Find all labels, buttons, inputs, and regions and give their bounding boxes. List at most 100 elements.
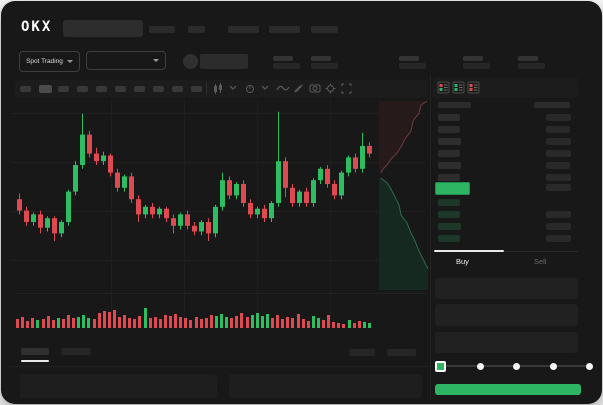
bid-row-size-3[interactable]	[546, 235, 571, 242]
ask-row-size-4[interactable]	[546, 162, 570, 169]
volume-bar-13	[82, 315, 86, 328]
volume-bar-49	[265, 314, 269, 328]
timeframe-button-1[interactable]	[39, 85, 52, 93]
bottom-action-1[interactable]	[387, 349, 416, 356]
volume-bar-65	[347, 320, 351, 328]
slider-stop-3[interactable]	[549, 363, 557, 370]
volume-bar-9	[61, 319, 65, 328]
ask-row-size-5[interactable]	[546, 174, 571, 181]
ask-row-size-0[interactable]	[546, 114, 571, 121]
bottom-action-0[interactable]	[349, 349, 375, 356]
volume-bar-52	[281, 319, 285, 328]
volume-bar-2	[26, 321, 30, 328]
volume-bar-39	[214, 316, 218, 328]
price-input[interactable]	[435, 278, 578, 299]
book-bids-only-icon[interactable]	[452, 81, 465, 94]
tab-buy[interactable]: Buy	[456, 257, 469, 266]
gridline-h-0	[11, 113, 425, 114]
amount-slider-handle[interactable]	[435, 361, 446, 372]
ask-row-size-1[interactable]	[546, 126, 570, 133]
ask-row-price-5[interactable]	[438, 174, 460, 181]
settings-icon[interactable]	[325, 83, 339, 96]
camera-icon[interactable]	[309, 83, 323, 96]
timeframe-button-2[interactable]	[58, 86, 69, 92]
volume-bar-68	[362, 322, 366, 328]
volume-bar-60	[322, 320, 325, 328]
timeframe-button-7[interactable]	[153, 86, 164, 92]
timeframe-button-0[interactable]	[20, 86, 31, 92]
chevron-down-icon	[66, 60, 73, 63]
bid-row-price-0[interactable]	[438, 199, 460, 206]
nav-item-1[interactable]	[188, 26, 205, 33]
timeframe-button-3[interactable]	[77, 86, 88, 92]
volume-bar-20	[118, 317, 121, 328]
slider-stop-1[interactable]	[476, 363, 484, 370]
timeframe-button-4[interactable]	[96, 86, 107, 92]
bid-row-size-1[interactable]	[546, 211, 571, 218]
slider-stop-2[interactable]	[513, 363, 520, 370]
interval-icon[interactable]	[244, 83, 258, 96]
volume-bar-47	[255, 313, 259, 328]
volume-bar-7	[51, 320, 55, 328]
volume-bar-32	[179, 317, 183, 328]
price-placeholder	[200, 54, 248, 69]
volume-bar-51	[276, 315, 280, 328]
volume-bar-55	[296, 314, 300, 328]
draw-icon[interactable]	[293, 83, 307, 96]
ask-row-price-0[interactable]	[438, 114, 460, 121]
volume-bar-23	[133, 319, 137, 328]
slider-stop-4[interactable]	[586, 363, 593, 370]
last-price-size	[546, 184, 571, 191]
bottom-tab-1[interactable]	[61, 348, 91, 355]
ask-row-price-3[interactable]	[438, 150, 460, 157]
amount-input[interactable]	[435, 304, 578, 326]
nav-item-2[interactable]	[228, 26, 259, 33]
ask-row-size-2[interactable]	[546, 138, 571, 145]
pane-separator	[15, 293, 427, 294]
fullscreen-icon[interactable]	[341, 83, 355, 96]
nav-item-4[interactable]	[311, 26, 338, 33]
volume-bar-25	[143, 308, 147, 328]
nav-item-3[interactable]	[269, 26, 300, 33]
volume-bar-1	[21, 317, 25, 328]
search-input[interactable]	[63, 20, 143, 37]
volume-bar-18	[107, 312, 111, 328]
ask-row-price-1[interactable]	[438, 126, 460, 133]
bid-row-price-2[interactable]	[438, 223, 461, 230]
last-price-badge	[435, 182, 470, 195]
bottom-tab-0[interactable]	[21, 348, 49, 355]
book-asks-only-icon[interactable]	[467, 81, 480, 94]
chevron-down-icon[interactable]	[229, 83, 243, 96]
stat-label-0	[273, 56, 293, 61]
timeframe-button-9[interactable]	[191, 86, 202, 92]
ask-row-price-4[interactable]	[438, 162, 461, 169]
pair-selector-dropdown[interactable]	[86, 51, 166, 70]
ask-row-price-2[interactable]	[438, 138, 461, 145]
volume-bar-43	[235, 316, 239, 328]
volume-bar-42	[230, 318, 234, 328]
chevron-down-icon[interactable]	[261, 83, 275, 96]
timeframe-button-8[interactable]	[172, 86, 183, 92]
ask-row-size-3[interactable]	[546, 150, 571, 157]
total-input[interactable]	[435, 332, 578, 353]
nav-item-0[interactable]	[149, 26, 175, 33]
book-combined-icon[interactable]	[437, 81, 450, 94]
toolbar-divider	[206, 83, 207, 95]
volume-bar-45	[245, 317, 249, 328]
volume-bar-16	[97, 313, 101, 328]
chevron-down-icon	[153, 59, 159, 62]
buy-button[interactable]	[435, 384, 581, 395]
chart-type-icon[interactable]	[212, 83, 226, 96]
indicators-icon[interactable]	[276, 83, 290, 96]
market-type-dropdown[interactable]: Spot Trading	[19, 51, 80, 72]
volume-bar-19	[112, 310, 116, 328]
stat-label-1	[311, 56, 331, 61]
volume-bar-5	[41, 319, 45, 328]
timeframe-button-5[interactable]	[115, 86, 126, 92]
timeframe-button-6[interactable]	[134, 86, 145, 92]
tab-sell[interactable]: Sell	[534, 257, 547, 266]
bid-row-size-2[interactable]	[546, 223, 571, 230]
bid-row-price-1[interactable]	[438, 211, 460, 218]
bid-row-price-3[interactable]	[438, 235, 460, 242]
orderbook-header-price	[438, 102, 471, 108]
